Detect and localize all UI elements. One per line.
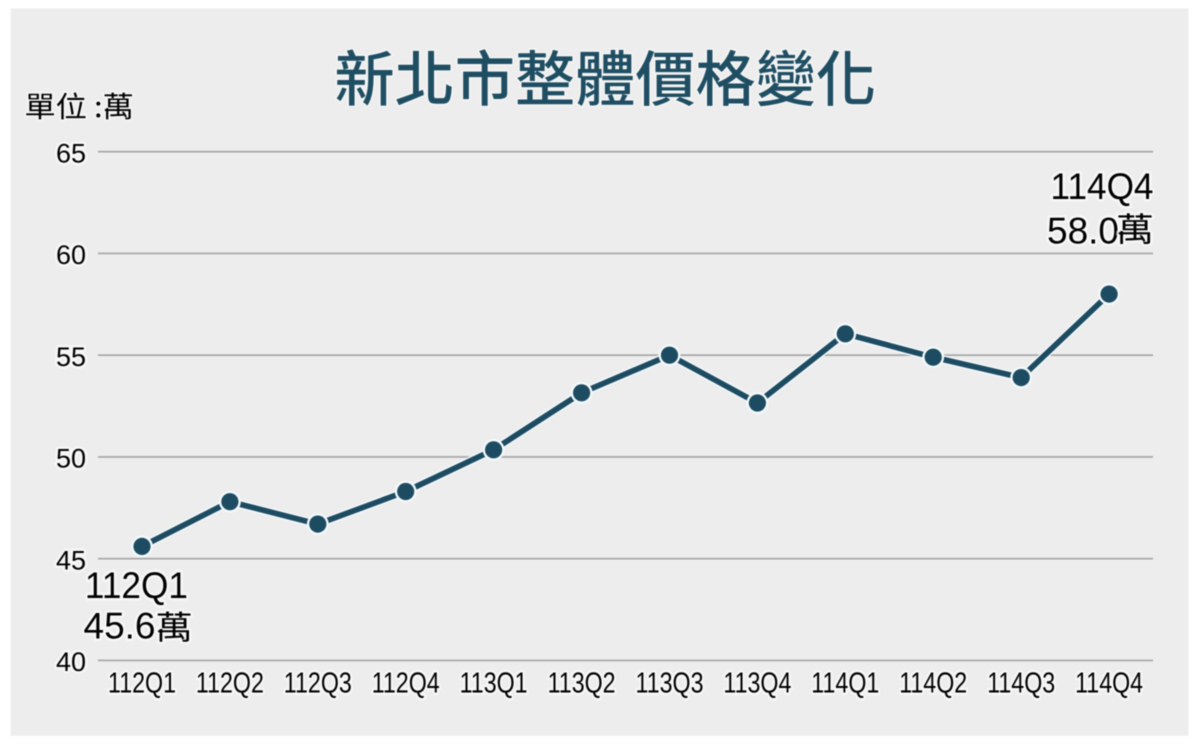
svg-text:113Q1: 113Q1 [460,668,528,700]
svg-text:65: 65 [56,138,86,168]
svg-text:112Q1: 112Q1 [85,565,188,606]
svg-text:45.6: 45.6 [84,606,156,647]
svg-text:113Q4: 113Q4 [723,668,791,700]
svg-text:40: 40 [56,647,86,677]
svg-text:112Q1: 112Q1 [108,668,176,700]
svg-text:112Q3: 112Q3 [284,668,352,700]
svg-text:50: 50 [56,444,86,474]
svg-text:112Q4: 112Q4 [372,668,440,700]
svg-text:114Q3: 114Q3 [987,668,1055,700]
svg-text:45: 45 [56,545,86,575]
svg-text:60: 60 [56,240,86,270]
svg-text:113Q2: 113Q2 [548,668,616,700]
svg-text:113Q3: 113Q3 [636,668,704,700]
svg-text:114Q1: 114Q1 [811,668,879,700]
svg-text:112Q2: 112Q2 [196,668,264,700]
svg-text:114Q4: 114Q4 [1075,668,1143,700]
svg-text:55: 55 [56,342,86,372]
svg-text:114Q4: 114Q4 [1051,166,1154,207]
svg-text:58.0: 58.0 [1047,211,1119,252]
svg-text:114Q2: 114Q2 [899,668,967,700]
